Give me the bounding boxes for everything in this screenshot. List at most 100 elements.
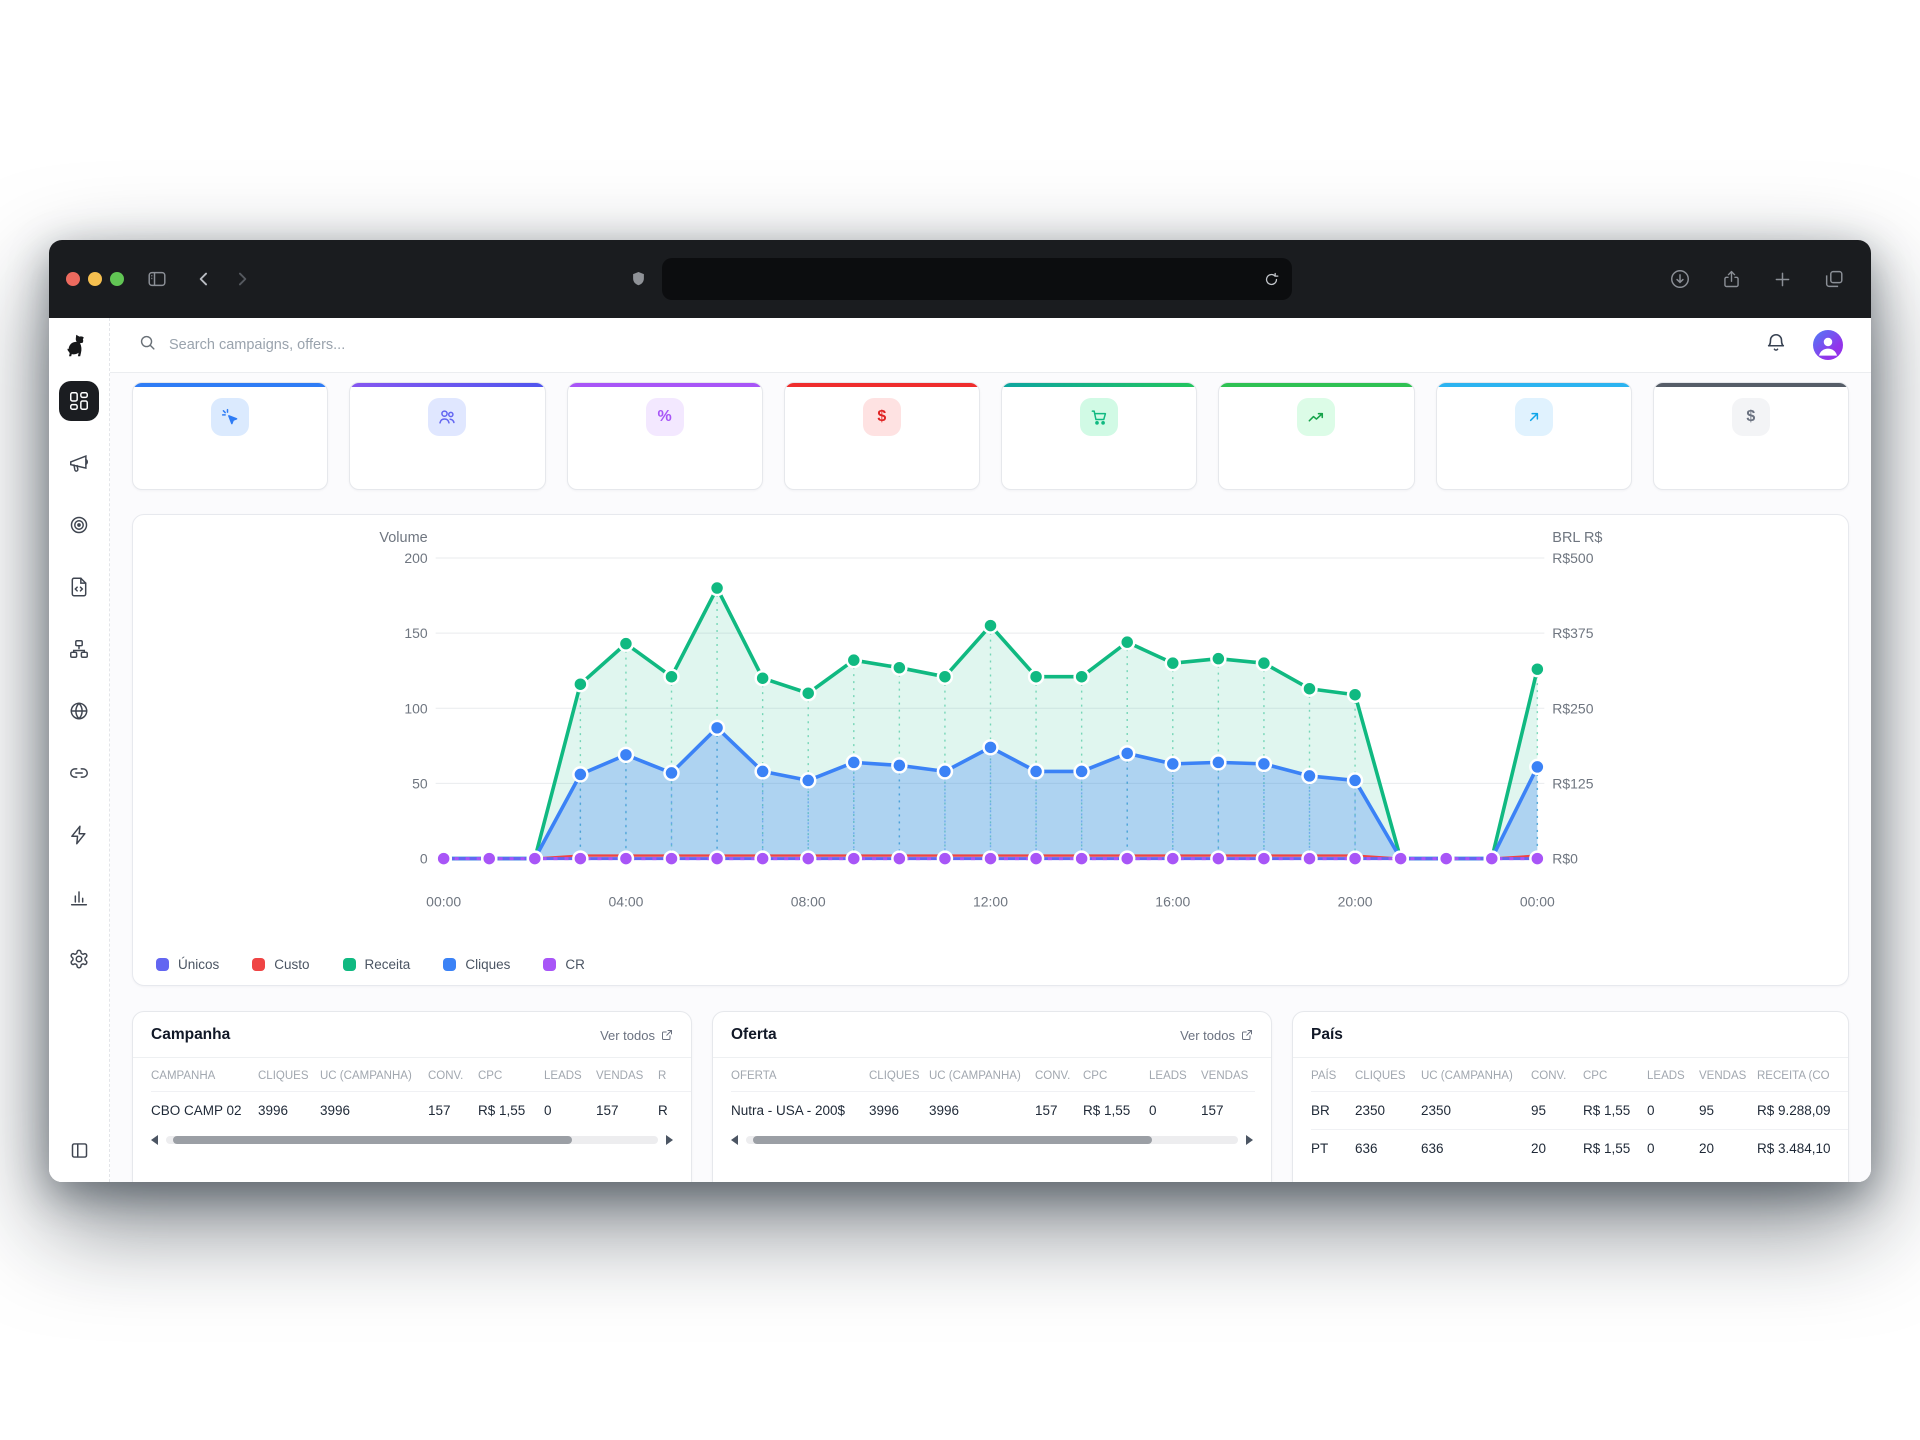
scroll-left-arrow[interactable] (151, 1135, 158, 1145)
back-icon[interactable] (194, 269, 214, 289)
data-point[interactable] (1164, 850, 1182, 867)
data-point[interactable] (799, 850, 817, 867)
column-header[interactable]: CONV. (428, 1070, 464, 1082)
sidebar-toggle-icon[interactable] (146, 268, 168, 290)
sidebar-item-sitemap[interactable] (59, 629, 99, 669)
user-avatar[interactable] (1813, 330, 1843, 360)
column-header[interactable]: LEADS (1149, 1070, 1187, 1082)
legend-item-nicos[interactable]: Únicos (156, 957, 219, 972)
data-point[interactable] (617, 746, 635, 764)
column-header[interactable]: R (658, 1070, 667, 1082)
data-point[interactable] (982, 739, 999, 756)
sidebar-item-dashboard[interactable] (59, 381, 99, 421)
data-point[interactable] (1529, 758, 1546, 776)
data-point[interactable] (1118, 850, 1136, 867)
kpi-card-cliques[interactable] (132, 382, 329, 490)
notifications-bell-icon[interactable] (1765, 332, 1787, 359)
data-point[interactable] (845, 651, 863, 669)
kpi-card-receita[interactable] (1001, 382, 1198, 490)
data-point[interactable] (754, 763, 771, 780)
minimize-button[interactable] (88, 272, 102, 286)
sidebar-item-file-code[interactable] (59, 567, 99, 607)
column-header[interactable]: UC (CAMPANHA) (320, 1070, 412, 1082)
data-point[interactable] (572, 766, 589, 783)
data-point[interactable] (1301, 850, 1318, 867)
legend-item-custo[interactable]: Custo (252, 957, 310, 972)
data-point[interactable] (572, 675, 589, 693)
legend-item-receita[interactable]: Receita (342, 957, 410, 972)
sidebar-item-zap[interactable] (59, 815, 99, 855)
data-point[interactable] (1027, 668, 1045, 685)
data-point[interactable] (1073, 850, 1090, 867)
data-point[interactable] (1392, 850, 1409, 867)
column-header[interactable]: VENDAS (1699, 1070, 1747, 1082)
scroll-left-arrow[interactable] (731, 1135, 738, 1145)
data-point[interactable] (845, 754, 863, 771)
data-point[interactable] (891, 850, 908, 867)
column-header[interactable]: OFERTA (731, 1070, 777, 1082)
data-point[interactable] (1255, 755, 1273, 773)
downloads-icon[interactable] (1669, 268, 1691, 290)
data-point[interactable] (708, 719, 726, 737)
column-header[interactable]: PAÍS (1311, 1070, 1337, 1082)
scroll-right-arrow[interactable] (1246, 1135, 1253, 1145)
column-header[interactable]: CPC (1083, 1070, 1108, 1082)
data-point[interactable] (1255, 850, 1273, 867)
search-input[interactable] (169, 337, 1765, 353)
forward-icon[interactable] (232, 269, 252, 289)
sidebar-item-target[interactable] (59, 505, 99, 545)
data-point[interactable] (754, 669, 771, 687)
zoom-button[interactable] (110, 272, 124, 286)
legend-item-cliques[interactable]: Cliques (443, 957, 510, 972)
data-point[interactable] (526, 850, 544, 867)
address-bar[interactable] (662, 258, 1292, 300)
data-point[interactable] (1164, 755, 1182, 773)
data-point[interactable] (617, 850, 635, 867)
data-point[interactable] (1301, 680, 1318, 697)
column-header[interactable]: CLIQUES (1355, 1070, 1406, 1082)
column-header[interactable]: CPC (478, 1070, 503, 1082)
sidebar-item-link[interactable] (59, 753, 99, 793)
column-header[interactable]: VENDAS (596, 1070, 644, 1082)
data-point[interactable] (936, 668, 954, 685)
sidebar-item-globe[interactable] (59, 691, 99, 731)
collapse-sidebar-icon[interactable] (69, 1140, 90, 1166)
data-point[interactable] (663, 764, 680, 782)
scroll-right-arrow[interactable] (666, 1135, 673, 1145)
data-point[interactable] (1529, 660, 1546, 678)
data-point[interactable] (708, 850, 726, 867)
data-point[interactable] (663, 668, 680, 685)
data-point[interactable] (1073, 763, 1090, 780)
horizontal-scrollbar[interactable] (731, 1132, 1253, 1148)
ver-todos-link[interactable]: Ver todos (1180, 1028, 1253, 1043)
data-point[interactable] (1346, 772, 1364, 789)
data-point[interactable] (1210, 754, 1227, 771)
kpi-card-epc[interactable]: $ (1652, 382, 1849, 490)
new-tab-icon[interactable] (1772, 269, 1793, 290)
data-point[interactable] (891, 757, 908, 774)
sidebar-item-bar-chart[interactable] (59, 877, 99, 917)
scrollbar-thumb[interactable] (753, 1136, 1152, 1144)
column-header[interactable]: CPC (1583, 1070, 1608, 1082)
data-point[interactable] (1437, 850, 1455, 867)
data-point[interactable] (1210, 650, 1227, 667)
column-header[interactable]: LEADS (544, 1070, 582, 1082)
reload-icon[interactable] (1263, 271, 1280, 288)
data-point[interactable] (1346, 686, 1364, 703)
data-point[interactable] (1210, 850, 1227, 867)
kpi-card-cr[interactable]: % (566, 382, 763, 490)
kpi-card-roi[interactable] (1435, 382, 1632, 490)
data-point[interactable] (754, 850, 771, 867)
data-point[interactable] (617, 635, 635, 652)
tabs-overview-icon[interactable] (1823, 268, 1845, 290)
ver-todos-link[interactable]: Ver todos (600, 1028, 673, 1043)
data-point[interactable] (799, 684, 817, 702)
data-point[interactable] (572, 850, 589, 867)
column-header[interactable]: LEADS (1647, 1070, 1685, 1082)
column-header[interactable]: UC (CAMPANHA) (1421, 1070, 1513, 1082)
share-icon[interactable] (1721, 269, 1742, 290)
data-point[interactable] (891, 659, 908, 676)
data-point[interactable] (799, 772, 817, 789)
column-header[interactable]: CONV. (1531, 1070, 1567, 1082)
column-header[interactable]: RECEITA (CO (1757, 1070, 1830, 1082)
